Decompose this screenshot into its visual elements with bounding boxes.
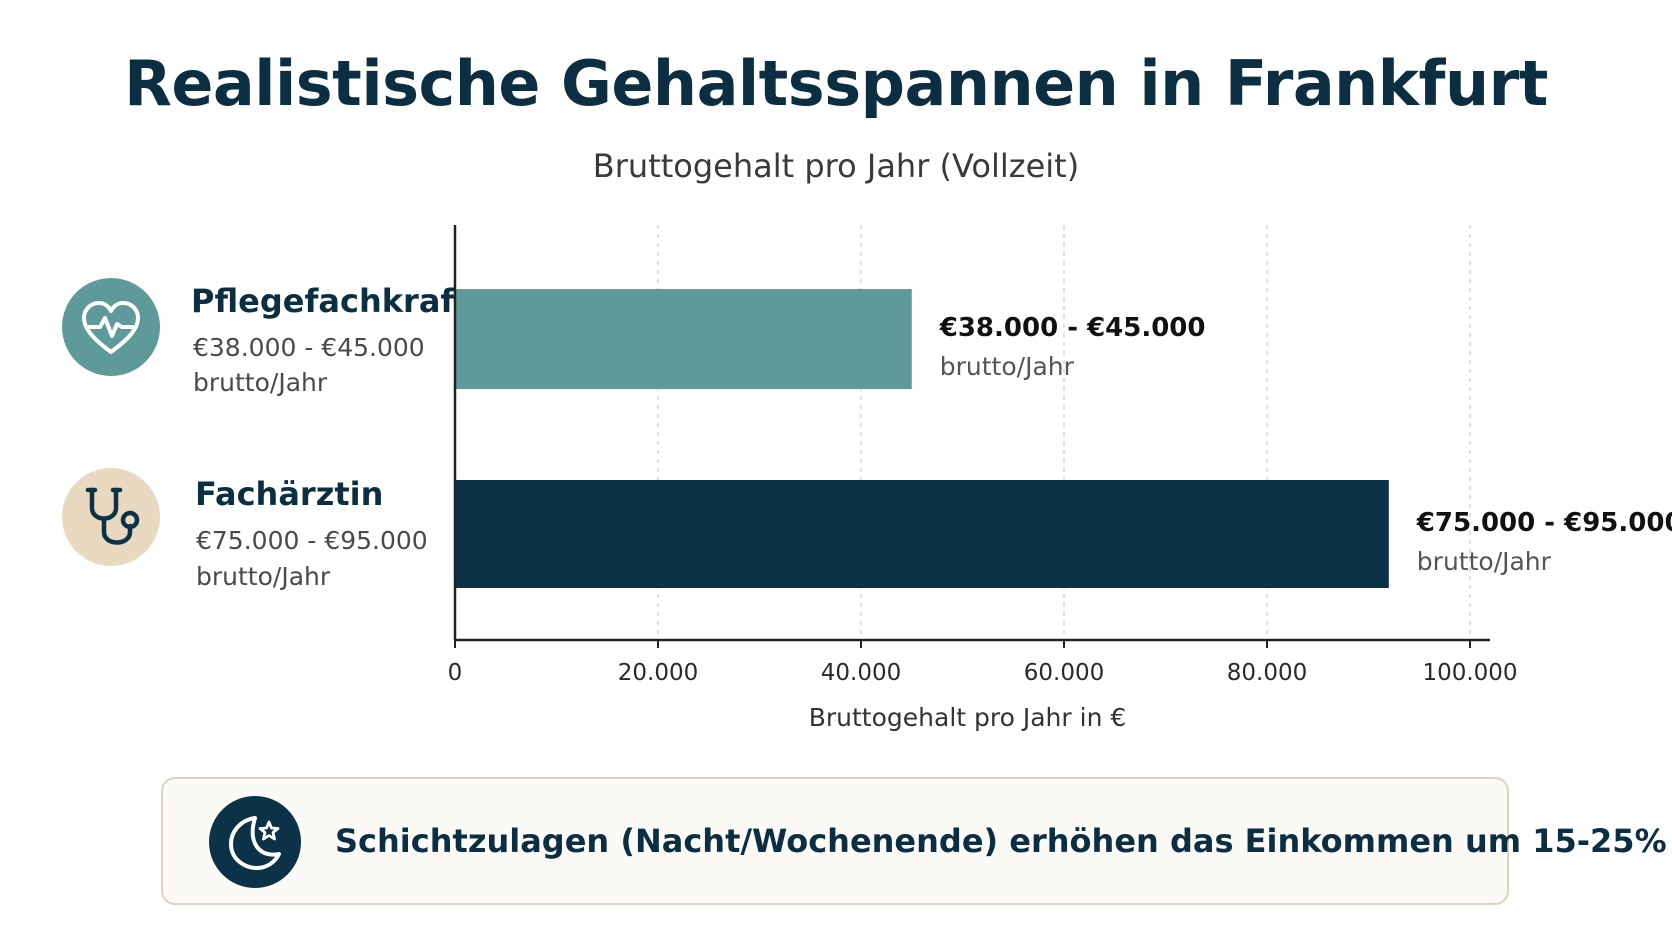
category-name-fachaerztin: Fachärztin [195,475,384,513]
data-sublabel: brutto/Jahr [940,352,1075,381]
moon-star-icon [209,796,301,888]
banner-text: Schichtzulagen (Nacht/Wochenende) erhöhe… [335,822,1667,860]
category-unit-fachaerztin: brutto/Jahr [196,562,331,591]
page-title: Realistische Gehaltsspannen in Frankfurt [124,47,1548,120]
x-tick-label: 40.000 [821,660,901,686]
data-sublabel: brutto/Jahr [1417,547,1552,576]
data-label: €38.000 - €45.000 [939,313,1206,343]
x-tick-label: 100.000 [1422,660,1517,686]
bar-0 [455,289,912,389]
heart-pulse-icon [62,278,160,376]
x-tick-label: 80.000 [1227,660,1307,686]
category-name-pflegefachkraft: Pflegefachkraft [191,282,470,320]
x-tick-label: 0 [448,660,463,686]
category-range-fachaerztin: €75.000 - €95.000 [196,526,428,555]
data-label: €75.000 - €95.000 [1416,508,1672,538]
category-unit-pflegefachkraft: brutto/Jahr [193,368,328,397]
page-subtitle: Bruttogehalt pro Jahr (Vollzeit) [592,147,1080,185]
x-tick-label: 60.000 [1024,660,1104,686]
category-range-pflegefachkraft: €38.000 - €45.000 [193,333,425,362]
info-banner: Schichtzulagen (Nacht/Wochenende) erhöhe… [161,777,1667,905]
salary-bar-chart: €38.000 - €45.000 brutto/Jahr €75.000 - €9… [448,225,1672,732]
stethoscope-icon [62,468,160,566]
bar-1 [455,480,1389,588]
x-axis-label: Bruttogehalt pro Jahr in € [809,703,1127,732]
x-tick-label: 20.000 [618,660,698,686]
